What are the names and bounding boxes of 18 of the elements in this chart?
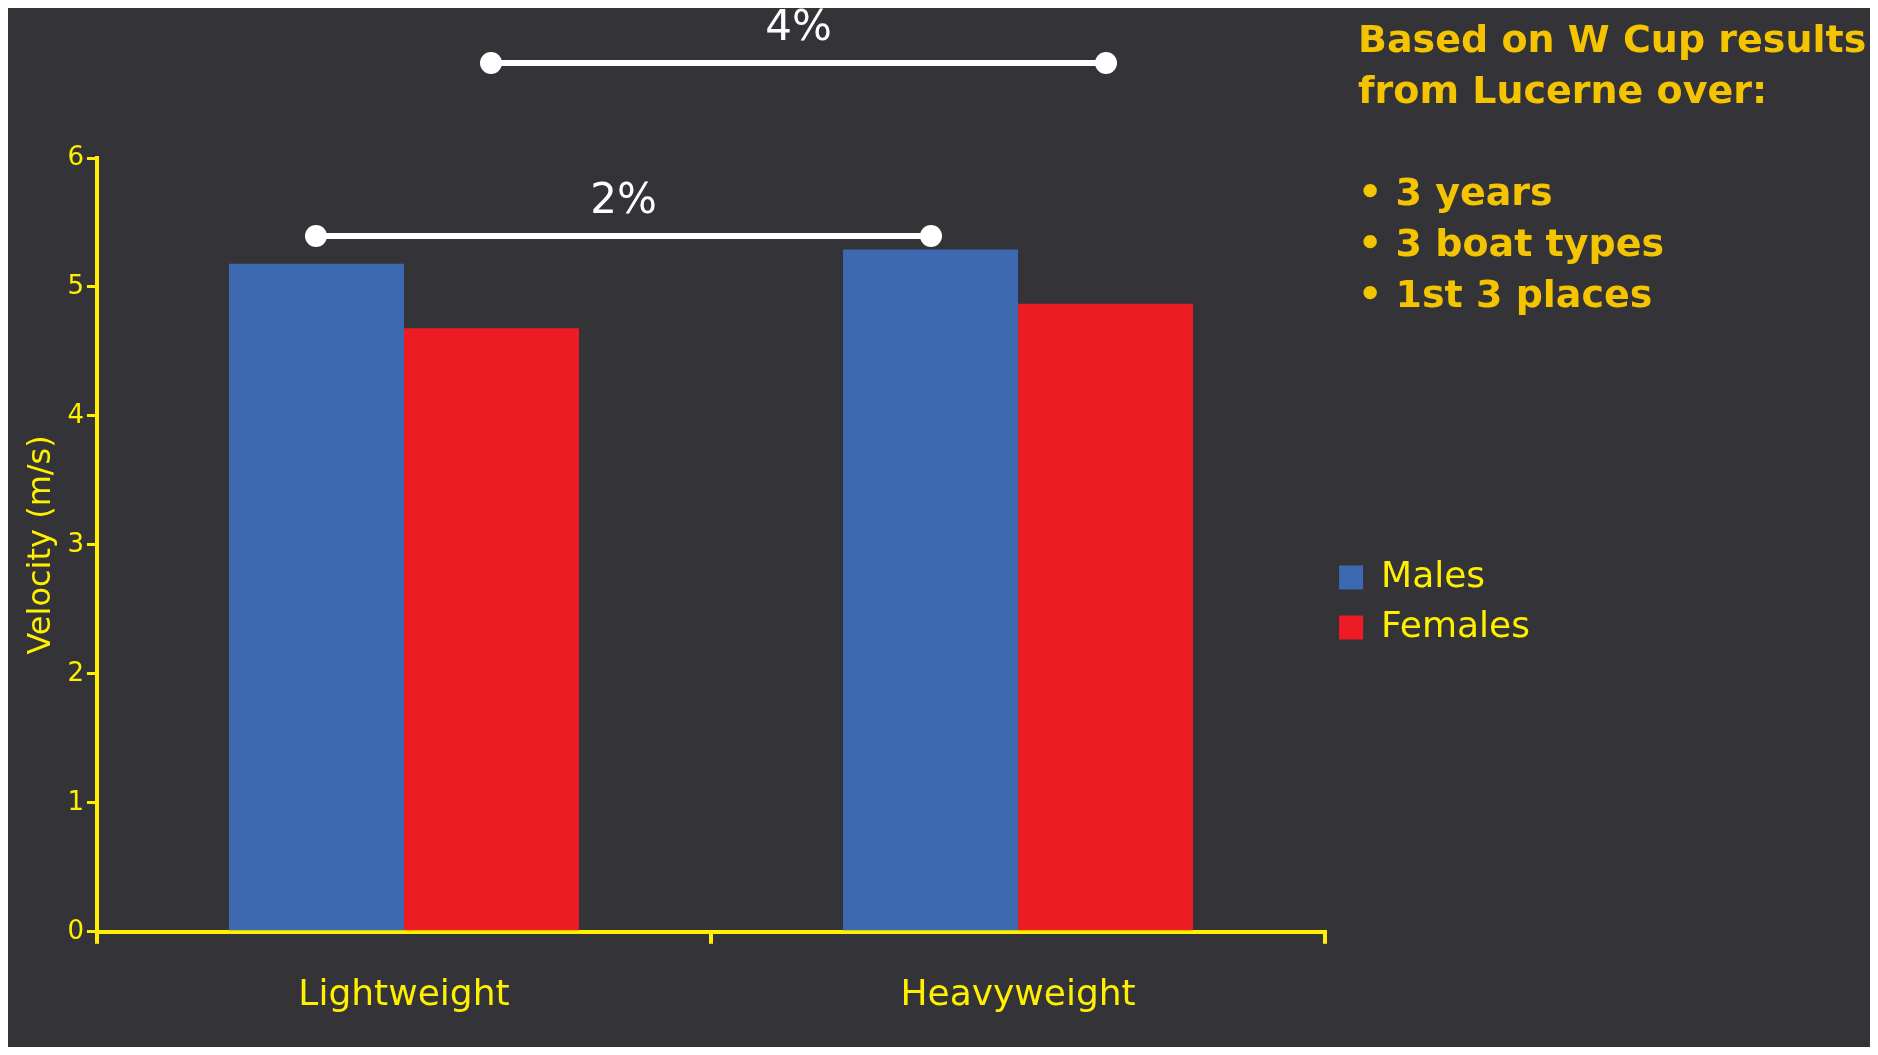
y-tick-label: 3 [67,527,84,558]
text: • 1st 3 places [1358,271,1654,318]
annotation: 2% [589,173,658,223]
text: • 3 years [1358,169,1554,216]
x-tick-label: Heavyweight [900,971,1136,1013]
text: Based on W Cup results from Lucerne over: [1358,16,1868,114]
y-tick-label: 5 [67,269,84,300]
y-tick-label: 2 [67,656,84,687]
y-tick-label: 1 [67,785,84,816]
legend-label: Males [1381,553,1486,595]
y-axis-title: Velocity (m/s) [19,435,58,655]
x-tick-label: Lightweight [298,971,510,1013]
y-tick-label: 6 [67,140,84,171]
text: • 3 boat types [1358,220,1666,267]
legend-label: Females [1381,603,1530,645]
text: 4% [764,1,833,50]
y-tick-label: 4 [67,398,84,429]
y-tick-label: 0 [67,914,84,945]
